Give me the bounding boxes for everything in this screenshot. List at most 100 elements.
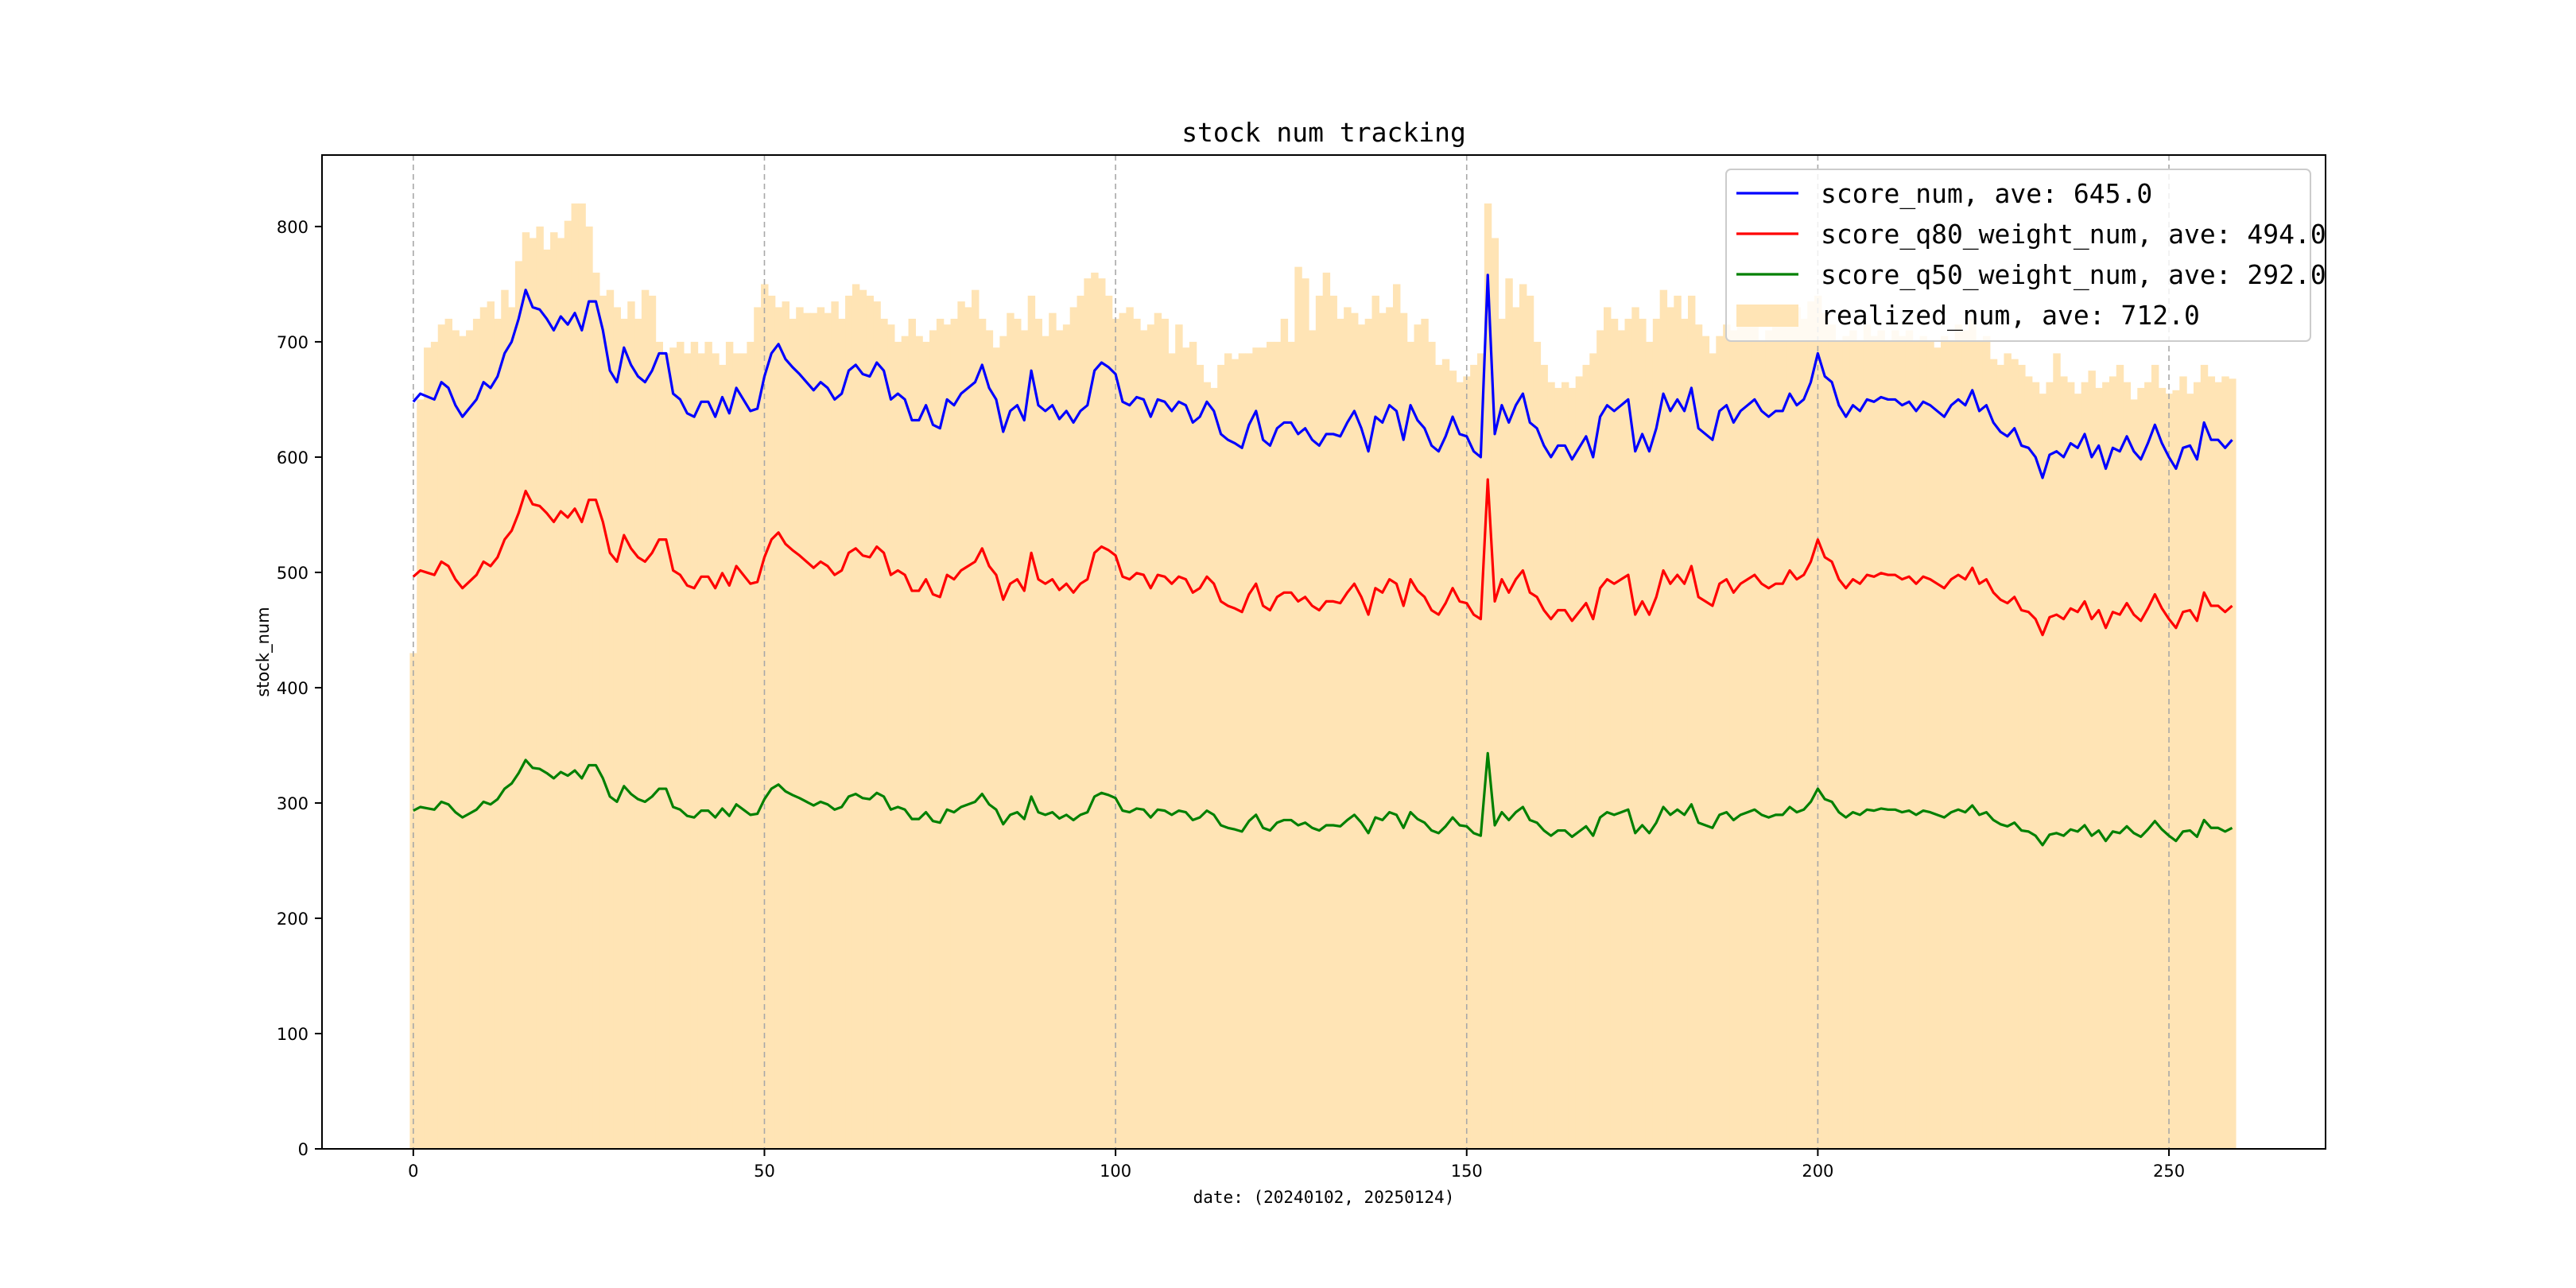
bar-realized-94 — [1069, 307, 1078, 1149]
bar-realized-146 — [1435, 364, 1443, 1149]
y-tick-label-200: 200 — [277, 910, 308, 929]
bar-realized-46 — [732, 353, 741, 1149]
bar-realized-18 — [536, 226, 544, 1149]
bar-realized-84 — [999, 336, 1007, 1149]
bar-realized-5 — [444, 318, 452, 1149]
bar-realized-128 — [1309, 330, 1317, 1149]
bar-realized-1 — [417, 399, 425, 1149]
bar-realized-36 — [662, 353, 670, 1149]
bar-realized-161 — [1540, 364, 1548, 1149]
bar-realized-92 — [1056, 330, 1064, 1149]
bar-realized-62 — [845, 295, 853, 1149]
bar-realized-105 — [1146, 324, 1155, 1149]
bar-realized-112 — [1196, 364, 1205, 1149]
bar-realized-133 — [1344, 307, 1352, 1149]
bar-realized-189 — [1736, 318, 1745, 1149]
bar-realized-29 — [613, 307, 621, 1149]
bar-realized-53 — [782, 301, 789, 1149]
bar-realized-258 — [2221, 376, 2229, 1149]
bar-realized-153 — [1484, 203, 1492, 1149]
bar-realized-220 — [1954, 324, 1963, 1149]
bar-realized-59 — [824, 312, 832, 1149]
bar-realized-244 — [2123, 382, 2132, 1149]
bar-realized-117 — [1231, 359, 1240, 1149]
bar-realized-115 — [1217, 364, 1225, 1149]
bar-realized-237 — [2074, 394, 2082, 1149]
bar-realized-93 — [1062, 324, 1071, 1149]
bar-realized-47 — [739, 353, 747, 1149]
bar-realized-113 — [1203, 382, 1211, 1149]
bar-realized-142 — [1406, 341, 1415, 1149]
bar-realized-223 — [1976, 341, 1984, 1149]
bar-realized-250 — [2165, 394, 2174, 1149]
bar-realized-152 — [1477, 353, 1485, 1149]
bar-realized-205 — [1849, 330, 1857, 1149]
bar-realized-104 — [1140, 330, 1148, 1149]
x-tick-label-100: 100 — [1100, 1162, 1131, 1181]
bar-realized-8 — [466, 330, 474, 1149]
bar-realized-96 — [1084, 278, 1092, 1149]
bar-realized-32 — [634, 318, 642, 1149]
bar-realized-243 — [2116, 364, 2124, 1149]
bar-realized-242 — [2109, 376, 2117, 1149]
bar-realized-132 — [1336, 318, 1344, 1149]
bar-realized-168 — [1589, 353, 1597, 1149]
y-tick-label-100: 100 — [277, 1025, 308, 1044]
bar-realized-11 — [487, 301, 495, 1149]
bar-realized-76 — [943, 324, 952, 1149]
bar-realized-175 — [1639, 318, 1647, 1149]
bar-realized-33 — [641, 289, 650, 1149]
bar-realized-171 — [1610, 318, 1619, 1149]
bar-realized-13 — [501, 289, 509, 1149]
bar-realized-38 — [677, 341, 685, 1149]
bar-realized-61 — [838, 318, 846, 1149]
y-tick-label-300: 300 — [277, 794, 308, 813]
bar-realized-71 — [908, 318, 916, 1149]
bar-realized-191 — [1751, 324, 1759, 1149]
legend-label-score-q80: score_q80_weight_num, ave: 494.0 — [1821, 219, 2326, 250]
bar-realized-192 — [1758, 341, 1766, 1149]
bar-realized-150 — [1463, 376, 1471, 1149]
bar-realized-116 — [1224, 353, 1232, 1149]
bar-realized-56 — [803, 312, 811, 1149]
bar-realized-187 — [1723, 324, 1731, 1149]
bar-realized-52 — [774, 307, 783, 1149]
bar-realized-14 — [508, 307, 516, 1149]
y-tick-label-700: 700 — [277, 333, 308, 352]
bar-realized-69 — [894, 341, 902, 1149]
bar-realized-28 — [606, 289, 615, 1149]
bar-realized-173 — [1624, 318, 1632, 1149]
bar-realized-253 — [2186, 394, 2194, 1149]
bar-realized-9 — [472, 318, 481, 1149]
bar-realized-241 — [2102, 382, 2110, 1149]
plot-frame — [321, 154, 2326, 1150]
bar-realized-127 — [1302, 278, 1309, 1149]
line-score-q50-weight-num — [413, 751, 2233, 847]
bar-realized-91 — [1049, 312, 1057, 1149]
bar-realized-212 — [1898, 336, 1907, 1149]
bar-realized-222 — [1969, 318, 1977, 1149]
bar-realized-216 — [1926, 341, 1934, 1149]
bar-realized-135 — [1357, 324, 1366, 1149]
bar-realized-162 — [1547, 382, 1555, 1149]
legend: score_num, ave: 645.0 score_q80_weight_n… — [1725, 169, 2326, 342]
bar-realized-12 — [494, 318, 502, 1149]
y-tick-label-800: 800 — [277, 218, 308, 237]
bar-realized-54 — [789, 318, 797, 1149]
bar-realized-79 — [964, 307, 972, 1149]
bar-realized-119 — [1245, 353, 1253, 1149]
bar-realized-120 — [1252, 347, 1260, 1149]
bar-realized-229 — [2018, 364, 2026, 1149]
bar-realized-43 — [712, 353, 720, 1149]
legend-label-score-q50: score_q50_weight_num, ave: 292.0 — [1821, 259, 2326, 291]
bar-realized-109 — [1175, 324, 1183, 1149]
bar-realized-111 — [1189, 341, 1197, 1149]
bar-realized-101 — [1119, 312, 1127, 1149]
bar-realized-149 — [1456, 382, 1464, 1149]
line-score-num — [412, 274, 2233, 479]
bar-realized-184 — [1701, 336, 1710, 1149]
bar-realized-207 — [1863, 324, 1872, 1149]
bar-realized-107 — [1161, 318, 1169, 1149]
x-tick-label-0: 0 — [408, 1162, 418, 1181]
